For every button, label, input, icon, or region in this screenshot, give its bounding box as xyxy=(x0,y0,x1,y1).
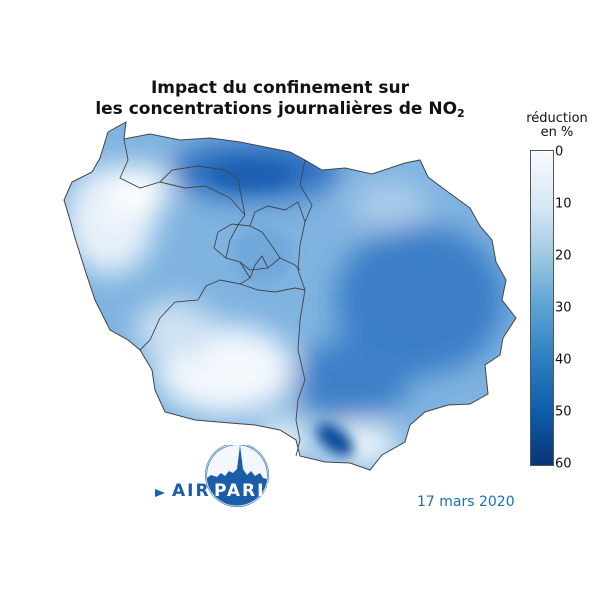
airparif-logo: AIR PARIF xyxy=(155,445,280,515)
legend-title-line-1: réduction xyxy=(526,111,588,126)
skyline-icon xyxy=(207,445,267,479)
title-subscript: 2 xyxy=(457,107,465,120)
legend-title: réduction en % xyxy=(522,112,592,140)
logo-text-parif: PARIF xyxy=(214,481,280,501)
legend-tick-label: 60 xyxy=(555,456,572,472)
legend-tick-label: 10 xyxy=(555,196,572,212)
legend-tick-label: 0 xyxy=(555,144,564,160)
legend-tick-label: 50 xyxy=(555,404,572,420)
logo-graphic xyxy=(155,445,269,507)
legend-tick-label: 20 xyxy=(555,248,572,264)
map-date: 17 mars 2020 xyxy=(417,494,515,510)
title-line-1: Impact du confinement sur xyxy=(150,78,410,98)
no2-reduction-field xyxy=(64,122,516,470)
legend-tick-label: 30 xyxy=(555,300,572,316)
title-line-2-text: les concentrations journalières de NO xyxy=(95,99,458,119)
legend-title-line-2: en % xyxy=(540,125,574,140)
arrow-icon xyxy=(155,489,165,497)
department-boundaries xyxy=(119,138,313,457)
color-scale-bar xyxy=(530,150,554,466)
title-line-2: les concentrations journalières de NO2 xyxy=(80,99,480,124)
map-title: Impact du confinement sur les concentrat… xyxy=(80,78,480,124)
logo-text-air: AIR xyxy=(172,481,211,501)
legend-tick-label: 40 xyxy=(555,352,572,368)
